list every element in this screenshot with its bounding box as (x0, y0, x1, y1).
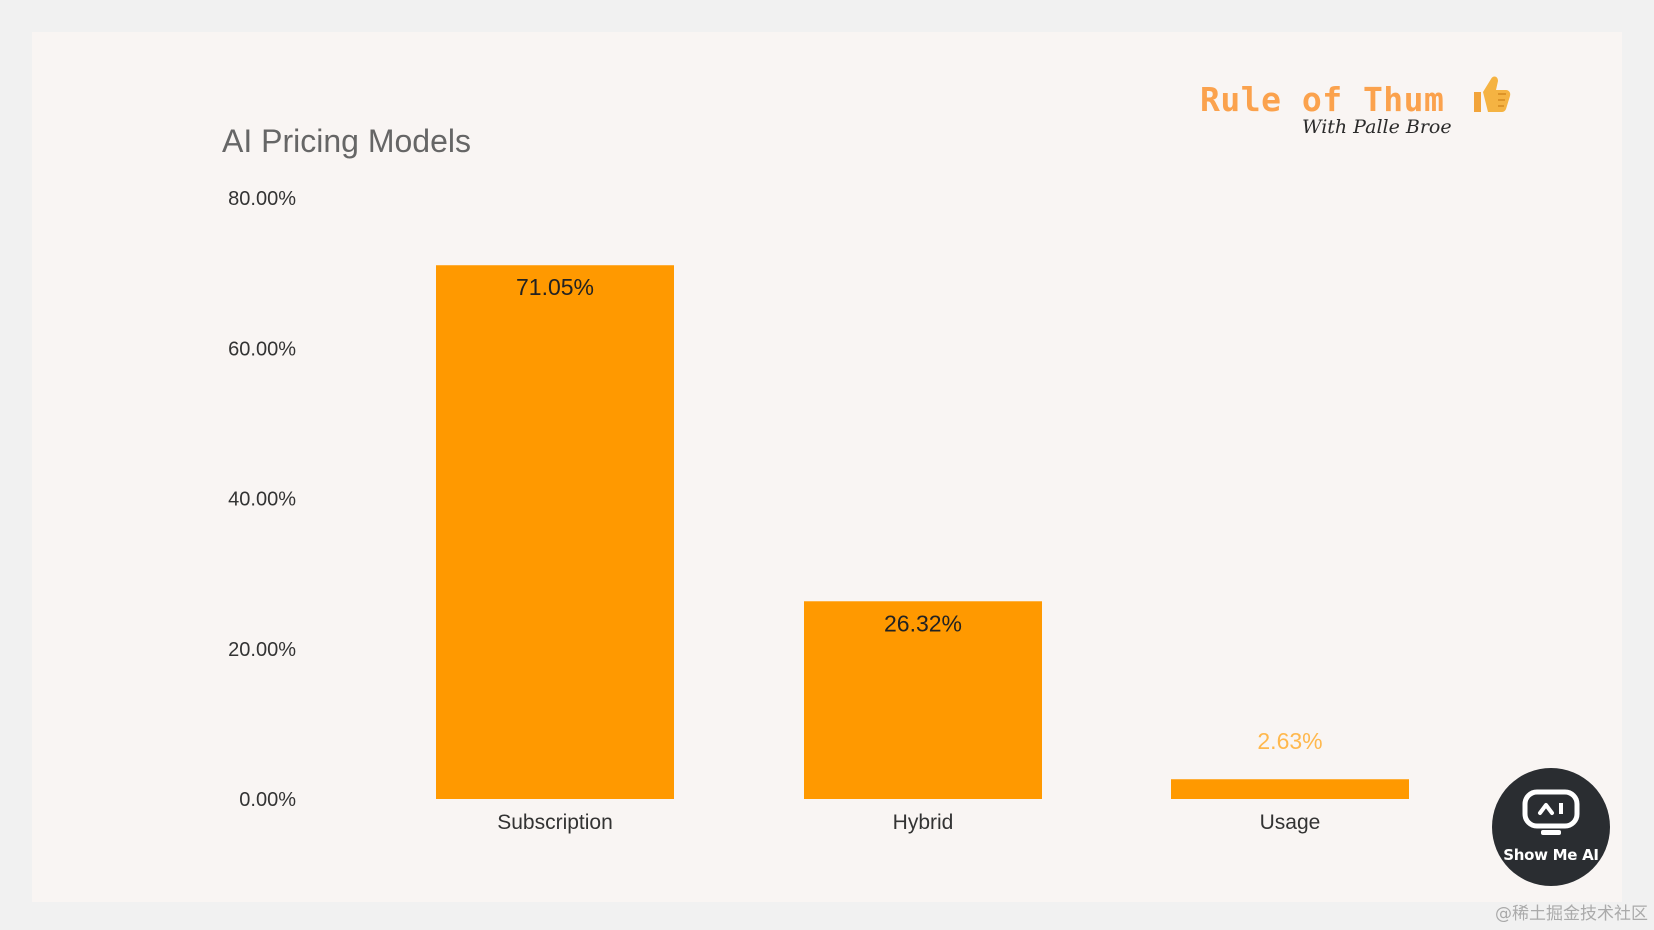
brand-logo: Rule of Thum With Palle Broe (1200, 72, 1520, 152)
bar-hybrid (804, 601, 1042, 799)
x-tick-label: Hybrid (893, 811, 954, 834)
bar-usage (1171, 779, 1409, 799)
y-axis-ticks: 0.00% 20.00% 40.00% 60.00% 80.00% (228, 188, 296, 811)
x-tick-label: Subscription (497, 811, 613, 834)
y-tick-label: 60.00% (228, 338, 296, 360)
show-me-ai-badge: Show Me AI (1492, 768, 1610, 886)
badge-label: Show Me AI (1503, 846, 1599, 864)
brand-subtitle: With Palle Broe (1302, 116, 1452, 138)
data-label: 26.32% (884, 610, 962, 636)
y-tick-label: 80.00% (228, 188, 296, 210)
bar-subscription (436, 265, 674, 799)
brand-title: Rule of Thum (1200, 80, 1445, 119)
chart-title: AI Pricing Models (222, 123, 471, 159)
thumbs-up-icon (1474, 76, 1511, 112)
watermark: @稀土掘金技术社区 (1495, 904, 1648, 924)
x-tick-label: Usage (1260, 811, 1321, 834)
bars (436, 265, 1409, 799)
data-label: 2.63% (1257, 728, 1322, 754)
data-labels: 71.05% 26.32% 2.63% (516, 274, 1323, 754)
data-label: 71.05% (516, 274, 594, 300)
y-tick-label: 20.00% (228, 639, 296, 661)
y-tick-label: 40.00% (228, 489, 296, 511)
x-axis-ticks: Subscription Hybrid Usage (497, 811, 1320, 834)
y-tick-label: 0.00% (239, 789, 296, 811)
robot-face-icon (1522, 789, 1580, 835)
